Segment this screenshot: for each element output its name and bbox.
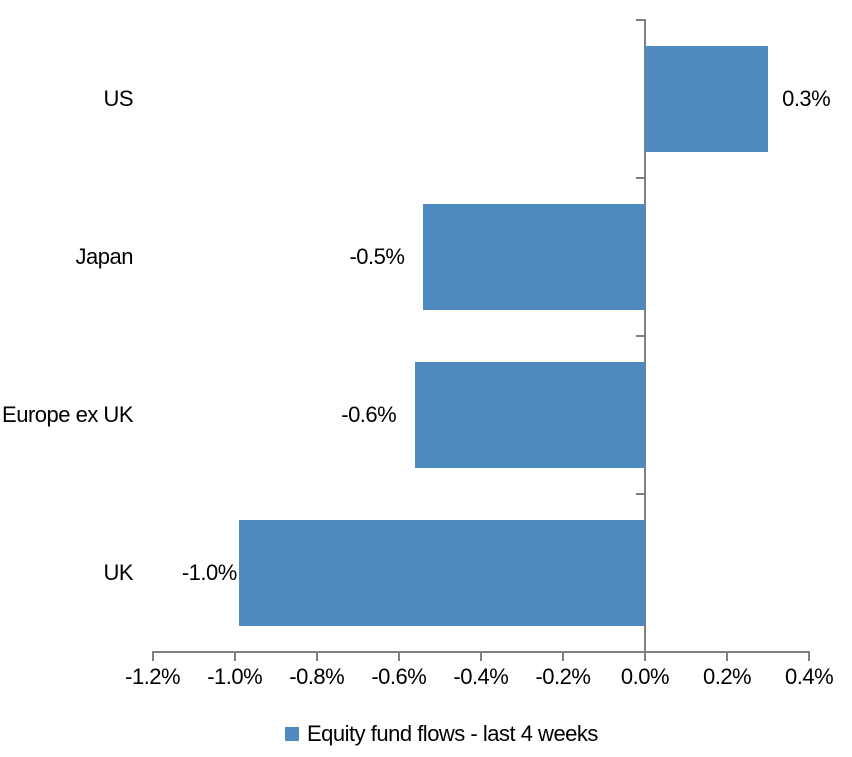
x-axis-tick <box>315 651 318 661</box>
bar <box>238 520 645 626</box>
bar-data-label: -1.0% <box>181 560 237 585</box>
y-axis-line <box>644 19 646 653</box>
bar <box>423 204 645 310</box>
x-axis-tick-label: -1.2% <box>125 664 181 689</box>
x-axis-tick-label: -0.4% <box>453 664 509 689</box>
category-label: US <box>103 86 133 111</box>
x-axis-tick-label: -0.6% <box>371 664 427 689</box>
legend: Equity fund flows - last 4 weeks <box>285 721 598 747</box>
legend-label: Equity fund flows - last 4 weeks <box>307 721 598 746</box>
bar <box>645 46 769 152</box>
x-axis-tick-label: -0.2% <box>535 664 591 689</box>
y-axis-tick <box>636 19 645 21</box>
x-axis-tick <box>397 651 400 661</box>
bar-data-label: -0.5% <box>349 244 405 269</box>
x-axis-tick <box>233 651 236 661</box>
bar <box>415 362 645 468</box>
x-axis-tick-label: -1.0% <box>207 664 263 689</box>
category-label: Japan <box>75 244 134 269</box>
y-axis-tick <box>636 335 645 337</box>
y-axis-tick <box>636 493 645 495</box>
x-axis-tick-label: -0.8% <box>289 664 345 689</box>
y-axis-tick <box>636 177 645 179</box>
category-label: Europe ex UK <box>2 402 133 427</box>
legend-swatch-icon <box>285 727 299 741</box>
x-axis-tick <box>479 651 482 661</box>
x-axis-tick <box>808 651 811 661</box>
x-axis-tick <box>644 651 646 661</box>
x-axis-tick <box>561 651 564 661</box>
bar-data-label: -0.6% <box>341 402 397 427</box>
x-axis-tick-label: 0.2% <box>702 664 752 689</box>
x-axis-tick <box>726 651 729 661</box>
x-axis-tick-label: 0.0% <box>620 664 670 689</box>
x-axis-tick <box>151 651 154 661</box>
bar-data-label: 0.3% <box>782 86 831 111</box>
x-axis-tick-label: 0.4% <box>785 664 834 689</box>
category-label: UK <box>103 560 133 585</box>
